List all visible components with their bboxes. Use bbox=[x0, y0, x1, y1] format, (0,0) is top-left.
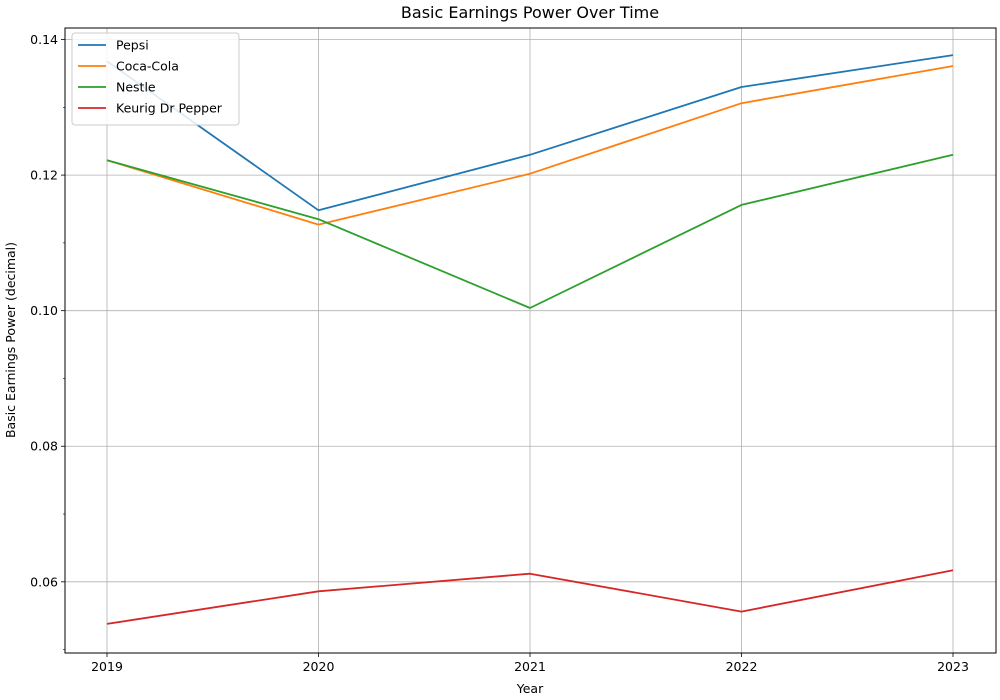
legend-label: Coca-Cola bbox=[116, 59, 179, 74]
x-tick-label: 2022 bbox=[726, 659, 758, 674]
y-tick-label: 0.06 bbox=[30, 574, 58, 589]
legend-box bbox=[71, 32, 240, 126]
series-line-pepsi bbox=[106, 54, 954, 212]
x-axis-title: Year bbox=[516, 681, 544, 696]
legend-label: Nestle bbox=[116, 80, 156, 95]
legend-label: Pepsi bbox=[116, 38, 149, 53]
plot-area-frame bbox=[64, 27, 997, 654]
y-tick-label: 0.14 bbox=[30, 32, 58, 47]
series-lines bbox=[106, 54, 954, 625]
series-line-nestle bbox=[106, 153, 954, 309]
y-axis-title: Basic Earnings Power (decimal) bbox=[3, 242, 18, 438]
x-tick-label: 2019 bbox=[91, 659, 123, 674]
x-tick-label: 2021 bbox=[514, 659, 546, 674]
legend: Pepsi Coca-Cola Nestle Keurig Dr Pepper bbox=[71, 32, 240, 126]
y-tick-label: 0.10 bbox=[30, 303, 58, 318]
series-line-coca-cola bbox=[106, 65, 954, 226]
x-tick-label: 2023 bbox=[937, 659, 969, 674]
y-tick-label: 0.08 bbox=[30, 439, 58, 454]
legend-label: Keurig Dr Pepper bbox=[116, 101, 223, 116]
x-tick-label: 2020 bbox=[303, 659, 335, 674]
series-line-keurig-dr-pepper bbox=[106, 569, 954, 625]
y-axis-ticks: 0.06 0.08 0.10 0.12 0.14 bbox=[30, 32, 65, 650]
chart-title: Basic Earnings Power Over Time bbox=[401, 3, 659, 22]
grid bbox=[65, 28, 996, 653]
y-tick-label: 0.12 bbox=[30, 168, 58, 183]
x-axis-ticks: 2019 2020 2021 2022 2023 bbox=[91, 653, 969, 674]
